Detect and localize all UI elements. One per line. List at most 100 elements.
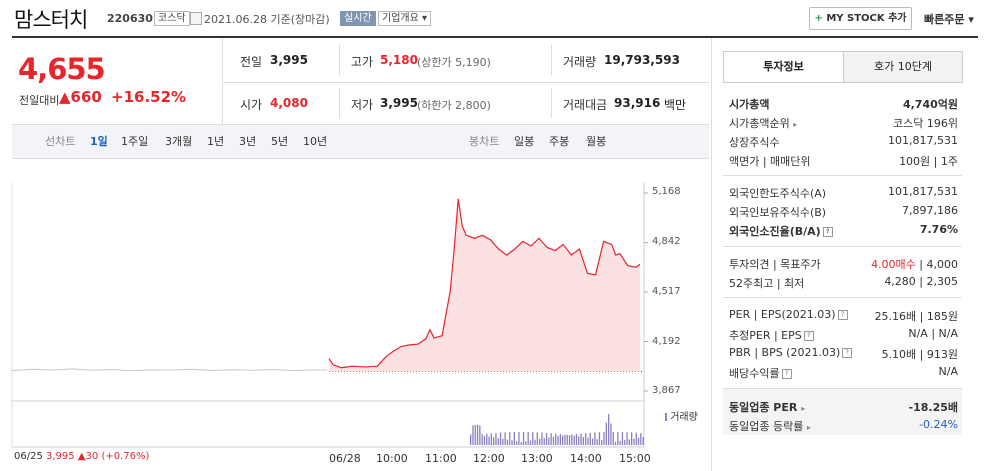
- y-tick-label: 4,192: [652, 336, 681, 347]
- volume-bar: [575, 433, 578, 445]
- foreign-hold-label: 외국인보유주식수(B): [729, 206, 827, 219]
- tab-period-3y[interactable]: 3년: [239, 135, 257, 148]
- volume-bar: [598, 432, 601, 445]
- trade-amount-value: 93,916: [614, 96, 661, 110]
- tab-period-1w[interactable]: 1주일: [121, 135, 149, 148]
- volume-bar: [474, 424, 476, 445]
- price-chart[interactable]: [0, 157, 711, 471]
- current-price: 4,655: [18, 52, 106, 86]
- volume-bar: [601, 439, 603, 445]
- realtime-tag[interactable]: 실시간: [340, 11, 376, 26]
- series-line-today: [328, 198, 641, 369]
- help-icon[interactable]: ?: [822, 227, 833, 237]
- help-icon[interactable]: ?: [837, 310, 848, 320]
- tab-candle-daily[interactable]: 일봉: [514, 135, 535, 148]
- 52week-label: 52주최고 | 최저: [729, 277, 805, 290]
- tab-orderbook-10[interactable]: 호가 10단계: [843, 51, 963, 83]
- volume-bar: [626, 432, 628, 445]
- company-overview-label: 기업개요: [382, 13, 419, 24]
- volume-bar: [559, 434, 561, 445]
- dividend-label-text: 배당수익률: [729, 367, 780, 380]
- volume-bar: [580, 433, 582, 445]
- volume-bar: [534, 439, 536, 445]
- volume-bar: [566, 434, 568, 445]
- tab-invest-info[interactable]: 투자정보: [723, 51, 844, 83]
- tab-period-3m[interactable]: 3개월: [165, 135, 193, 148]
- stock-name: 맘스터치: [14, 8, 88, 32]
- x-tick-label: 15:00: [619, 452, 651, 465]
- quick-order-button[interactable]: 빠른주문 ▾: [924, 11, 974, 27]
- volume-bar: [486, 433, 488, 445]
- help-icon[interactable]: ?: [803, 331, 814, 341]
- volume-bar: [617, 432, 619, 445]
- line-chart-label: 선차트: [45, 135, 76, 148]
- price-change-value: 660: [70, 88, 102, 106]
- foreign-hold-value: 7,897,186: [902, 204, 958, 217]
- trade-amount-label: 거래대금: [563, 98, 608, 112]
- volume-bar: [573, 435, 575, 445]
- market-cap-rank-label: 시가총액순위 ▸: [729, 115, 797, 131]
- volume-legend-swatch: [665, 413, 667, 421]
- pbr-value: 5.10배 | 913원: [881, 348, 958, 361]
- volume-bar: [516, 441, 518, 445]
- sector-per-text: 동일업종 PER: [729, 401, 798, 414]
- sector-rate-label: 동일업종 등락률 ▸: [729, 418, 811, 434]
- sector-box: [723, 389, 962, 435]
- company-overview-button[interactable]: 기업개요 ▾: [378, 11, 432, 26]
- prev-day-price: 3,995: [46, 451, 75, 462]
- market-tag: 코스닥: [154, 11, 190, 26]
- y-tick-label: 4,842: [652, 236, 681, 247]
- volume-legend-label: 거래량: [670, 412, 698, 423]
- help-icon[interactable]: ?: [781, 369, 792, 379]
- volume-bar: [594, 432, 596, 445]
- x-tick-label: 11:00: [425, 452, 457, 465]
- divider: [551, 45, 552, 75]
- help-icon[interactable]: ?: [842, 348, 853, 358]
- series-area-today: [329, 198, 640, 372]
- tab-period-10y[interactable]: 10년: [303, 135, 328, 148]
- per-value: 25.16배 | 185원: [874, 310, 958, 323]
- divider: [339, 88, 340, 118]
- tab-period-1d[interactable]: 1일: [90, 135, 108, 148]
- prev-day-change-value: 30: [85, 451, 99, 462]
- volume-bar: [619, 440, 621, 445]
- volume-bar: [518, 432, 520, 445]
- volume-bar: [628, 439, 630, 445]
- market-cap-value: 4,740억원: [902, 98, 958, 111]
- low-label: 저가: [351, 98, 374, 112]
- volume-bar: [568, 435, 571, 445]
- volume-label: 거래량: [563, 55, 597, 69]
- opinion-label: 투자의견 | 목표주가: [729, 258, 821, 271]
- volume-bar: [539, 438, 541, 445]
- pbr-label-text: PBR | BPS (2021.03): [729, 346, 841, 359]
- volume-bar: [497, 438, 499, 445]
- volume-bar: [548, 437, 550, 445]
- low-value: 3,995: [380, 96, 418, 110]
- lower-limit: (하한가 2,800): [417, 99, 491, 112]
- tab-candle-weekly[interactable]: 주봉: [549, 135, 570, 148]
- market-cap-rank-text: 시가총액순위: [729, 117, 790, 130]
- chevron-right-icon: ▸: [806, 423, 811, 432]
- volume-bar: [564, 434, 566, 445]
- volume-bar: [624, 440, 626, 445]
- tab-period-1y[interactable]: 1년: [207, 135, 225, 148]
- tab-period-5y[interactable]: 5년: [271, 135, 289, 148]
- tab-candle-monthly[interactable]: 월봉: [586, 135, 607, 148]
- sector-per-value: -18.25배: [908, 401, 958, 414]
- divider: [222, 82, 709, 83]
- est-per-label: 추정PER | EPS?: [729, 327, 814, 343]
- high-value: 5,180: [380, 53, 418, 67]
- target-price: 4,000: [926, 258, 959, 271]
- volume-bar: [591, 438, 594, 445]
- up-triangle-icon: ▲: [59, 88, 71, 106]
- divider: [551, 88, 552, 118]
- up-triangle-icon: ▲: [77, 451, 86, 462]
- divider: [339, 45, 340, 75]
- per-label-text: PER | EPS(2021.03): [729, 308, 836, 321]
- volume-bar: [621, 432, 624, 445]
- y-tick-label: 4,517: [652, 286, 681, 297]
- volume-bar: [479, 425, 481, 445]
- volume-bar: [499, 432, 502, 445]
- my-stock-button[interactable]: + MY STOCK 추가: [809, 7, 912, 30]
- x-tick-label: 12:00: [473, 452, 505, 465]
